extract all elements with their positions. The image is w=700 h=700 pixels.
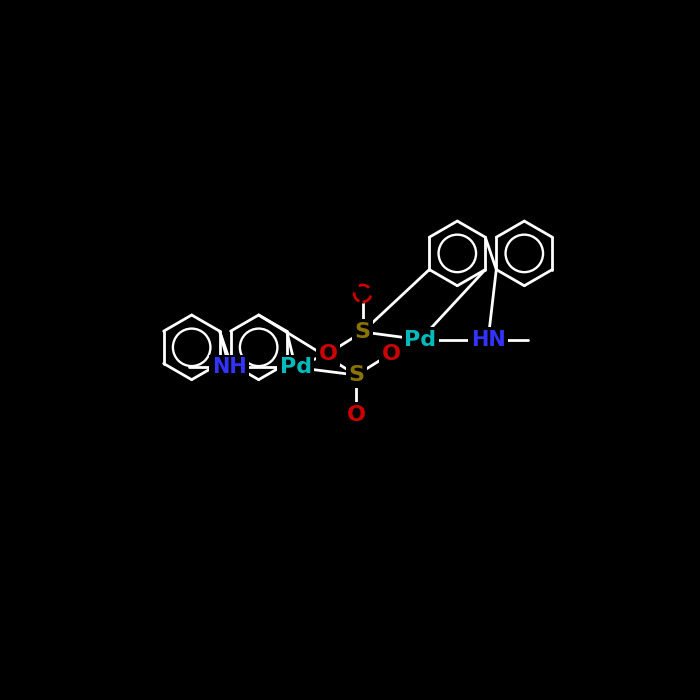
Text: O: O — [382, 344, 400, 363]
Text: S: S — [355, 322, 370, 342]
Text: Pd: Pd — [405, 330, 436, 349]
Text: HN: HN — [470, 330, 505, 349]
Text: S: S — [349, 365, 365, 385]
Text: O: O — [318, 344, 337, 363]
Text: NH: NH — [212, 358, 247, 377]
Text: O: O — [347, 405, 366, 425]
Text: Pd: Pd — [279, 358, 312, 377]
Circle shape — [353, 284, 372, 304]
